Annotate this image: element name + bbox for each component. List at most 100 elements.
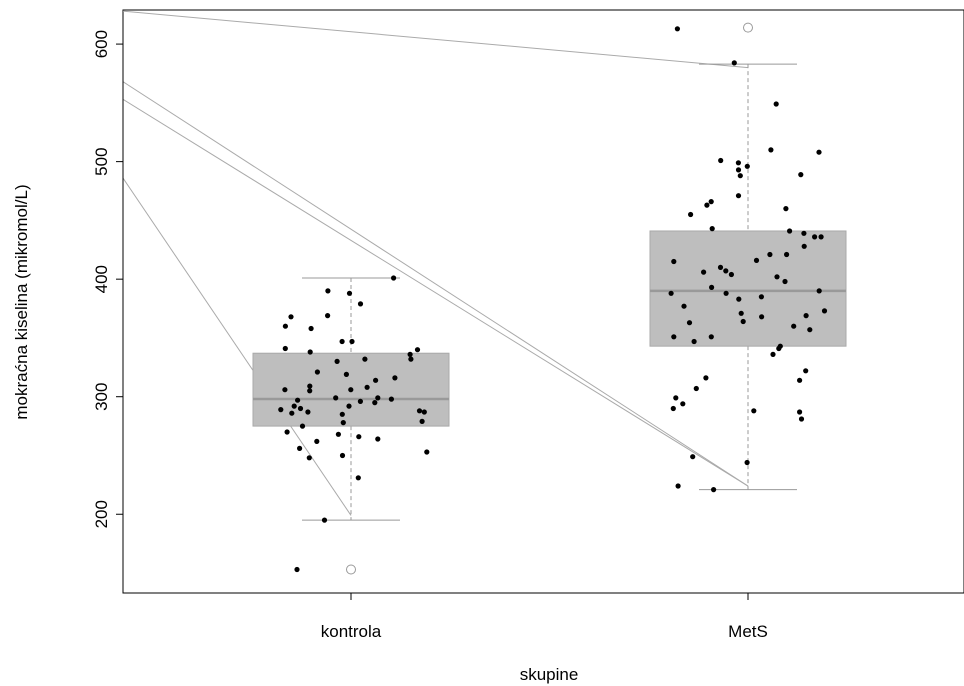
data-point [703,375,709,381]
data-point [339,411,345,417]
data-point [801,230,807,236]
x-axis-title: skupine [520,665,579,684]
data-point [736,296,742,302]
data-points [278,26,828,573]
data-point [392,375,398,381]
data-point [701,269,707,275]
data-point [407,351,413,357]
overlay-line [122,81,749,487]
data-point [686,320,693,326]
data-point [740,318,746,325]
data-point [282,345,288,352]
data-point [334,358,340,364]
data-point [728,271,735,278]
data-point [307,383,313,389]
data-point [812,234,818,240]
data-point [753,257,760,263]
data-point [333,395,339,401]
data-point [691,338,697,345]
data-point [670,405,676,412]
data-point [416,408,423,414]
data-point [770,351,776,357]
y-tick-label: 400 [92,265,111,293]
data-point [348,387,354,393]
box-MetS [649,230,847,347]
data-point [349,338,355,345]
data-point [339,452,346,459]
data-point [289,410,295,416]
data-point [355,475,361,481]
data-point [282,323,288,329]
data-point [291,403,297,409]
data-point [717,264,724,270]
data-point [758,294,765,300]
data-point [783,206,789,212]
data-point [816,288,822,294]
data-point [346,290,353,296]
data-point [801,243,807,249]
data-point [737,173,743,179]
data-point [803,368,809,374]
data-point [797,377,803,383]
data-point [681,303,687,309]
data-point [325,313,331,319]
data-point [708,199,714,205]
data-point [711,487,717,493]
data-point [776,345,782,352]
data-point [816,149,822,155]
data-point [307,388,313,394]
data-point [690,454,696,460]
data-point [388,396,394,402]
data-point [414,347,421,353]
data-point [744,163,750,169]
data-point [335,431,341,437]
data-point [675,483,681,489]
data-point [744,459,750,466]
data-point [759,314,765,320]
data-point [751,408,757,414]
data-point [305,409,311,415]
data-point [709,284,715,290]
data-point [688,211,694,218]
data-point [362,356,368,362]
data-point [723,290,729,296]
data-point [803,313,809,319]
data-point [346,403,352,409]
data-point [693,385,699,392]
y-tick-label: 300 [92,383,111,411]
data-point [278,407,284,413]
boxes [252,22,847,575]
data-point [357,301,364,307]
y-axis-title: mokraćna kiselina (mikromol/L) [12,184,31,419]
data-point [671,334,677,340]
y-tick-label: 200 [92,500,111,528]
data-point [339,338,345,345]
data-point [284,429,290,435]
overlay-line [122,177,352,516]
y-axis: 200 300 400 500 600 [92,30,124,528]
data-point [735,160,742,166]
data-point [738,310,744,316]
data-point [735,193,742,199]
data-point [774,274,780,280]
data-point [314,369,320,375]
data-point [798,172,804,178]
x-tick-label: MetS [728,622,768,641]
data-point [295,397,301,403]
data-point [735,167,742,173]
data-point [306,455,312,461]
data-point [391,275,397,281]
data-point [798,416,805,422]
data-point [307,349,313,355]
data-point [773,101,779,107]
y-tick-label: 500 [92,147,111,175]
overlay-lines [122,10,749,516]
overlay-line [122,10,749,69]
data-point [787,228,793,234]
outlier-point [743,22,753,33]
data-point [375,395,381,401]
data-point [282,387,288,393]
y-tick-label: 600 [92,30,111,58]
data-point [791,323,797,329]
